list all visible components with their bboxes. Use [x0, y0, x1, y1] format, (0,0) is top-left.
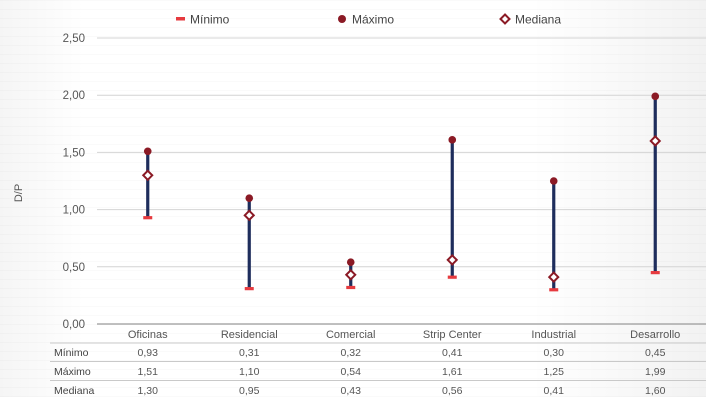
- table-cell-2-2: 0,43: [341, 385, 362, 397]
- category-label-1: Residencial: [221, 329, 278, 341]
- maximo-marker-5: [651, 92, 660, 101]
- table-cell-1-3: 1,61: [442, 366, 463, 378]
- mediana-marker-1: [243, 209, 256, 222]
- table-cell-0-4: 0,30: [544, 347, 565, 359]
- table-cell-2-5: 1,60: [645, 385, 666, 397]
- mediana-marker-5: [649, 135, 662, 147]
- legend-label-2: Mediana: [515, 13, 561, 27]
- mediana-marker-2: [344, 268, 357, 281]
- maximo-marker-2: [346, 258, 355, 267]
- minimo-marker-4: [549, 288, 559, 292]
- table-cell-1-0: 1,51: [138, 366, 159, 378]
- category-label-4: Industrial: [531, 329, 576, 341]
- maximo-marker-3: [448, 136, 457, 144]
- table-row-label-0: Mínimo: [54, 347, 89, 359]
- y-tick-label-5: 2,50: [63, 33, 85, 45]
- table-cell-2-1: 0,95: [239, 385, 260, 397]
- y-tick-label-0: 0,00: [63, 319, 85, 331]
- table-cell-0-0: 0,93: [138, 347, 159, 359]
- minimo-marker-2: [346, 285, 356, 290]
- table-cell-0-2: 0,32: [341, 347, 362, 359]
- y-tick-label-3: 1,50: [63, 147, 85, 159]
- minimo-marker-3: [447, 275, 457, 279]
- maximo-marker-1: [245, 194, 254, 202]
- minimo-marker-5: [650, 271, 660, 275]
- table-cell-0-1: 0,31: [239, 347, 260, 359]
- table-row-label-2: Mediana: [54, 385, 94, 397]
- mediana-marker-0: [141, 169, 154, 182]
- table-cell-1-2: 0,54: [341, 366, 362, 378]
- mediana-marker-3: [446, 254, 459, 266]
- mediana-marker-4: [547, 271, 560, 284]
- y-tick-label-1: 0,50: [63, 262, 85, 274]
- minimo-marker-0: [143, 216, 153, 220]
- y-tick-label-2: 1,00: [63, 205, 85, 217]
- table-cell-0-3: 0,41: [442, 347, 463, 359]
- minimo-marker-1: [244, 287, 254, 291]
- maximo-marker-0: [143, 147, 152, 156]
- legend-label-0: Mínimo: [190, 13, 230, 27]
- table-cell-1-1: 1,10: [239, 366, 260, 378]
- legend-label-1: Máximo: [352, 13, 394, 27]
- table-cell-2-0: 1,30: [138, 385, 159, 397]
- y-tick-label-4: 2,00: [63, 90, 85, 102]
- category-label-0: Oficinas: [128, 329, 168, 341]
- category-label-2: Comercial: [326, 329, 376, 341]
- maximo-marker-4: [549, 177, 558, 185]
- table-cell-0-5: 0,45: [645, 347, 666, 359]
- legend-minimo-marker: [176, 17, 185, 21]
- y-axis-label: D/P: [13, 184, 25, 202]
- category-label-5: Desarrollo: [630, 329, 680, 341]
- table-cell-1-4: 1,25: [544, 366, 565, 378]
- table-cell-2-4: 0,41: [544, 385, 565, 397]
- table-row-label-1: Máximo: [54, 366, 91, 378]
- table-cell-2-3: 0,56: [442, 385, 463, 397]
- table-cell-1-5: 1,99: [645, 366, 666, 378]
- legend-mediana-marker: [499, 13, 511, 25]
- legend-maximo-marker: [338, 15, 346, 23]
- category-label-3: Strip Center: [423, 329, 482, 341]
